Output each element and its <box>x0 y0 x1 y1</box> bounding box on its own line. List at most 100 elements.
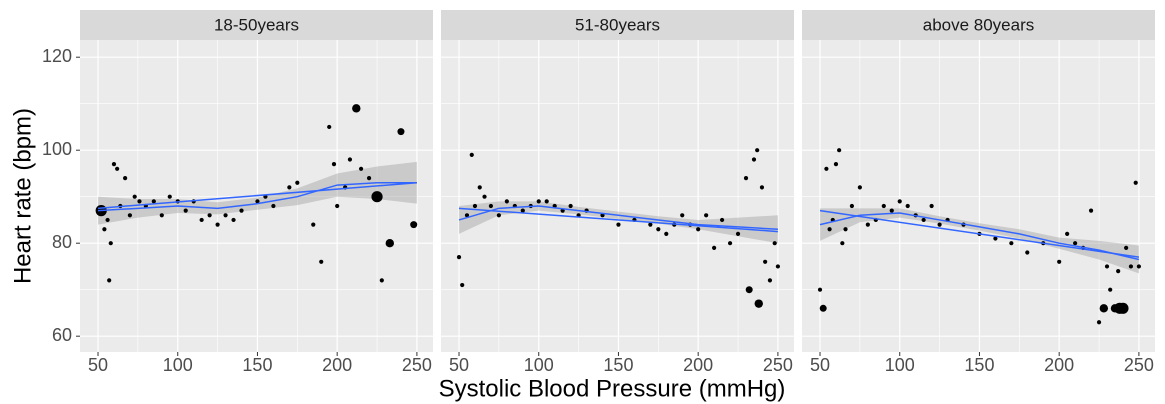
point <box>520 208 525 213</box>
point <box>199 217 204 223</box>
point <box>1116 268 1121 274</box>
point <box>159 213 164 218</box>
y-tick-label: 100 <box>42 139 72 159</box>
point <box>231 217 236 223</box>
y-axis-title: Heart rate (bpm) <box>9 108 36 284</box>
point <box>102 227 107 232</box>
point <box>929 203 934 209</box>
confidence-band <box>98 161 417 225</box>
x-tick-label: 150 <box>964 355 994 375</box>
point <box>727 241 733 246</box>
y-tick-label: 80 <box>52 232 72 252</box>
point <box>751 157 757 162</box>
point <box>327 124 332 130</box>
point <box>469 152 474 157</box>
x-tick-label: 50 <box>810 355 830 375</box>
point <box>397 128 405 136</box>
x-tick-label: 50 <box>88 355 108 375</box>
point <box>719 217 725 223</box>
x-tick-label: 200 <box>322 355 352 375</box>
point <box>616 222 621 227</box>
point <box>183 208 188 213</box>
point <box>664 231 669 236</box>
trend-line <box>458 207 778 233</box>
point <box>107 278 112 283</box>
point <box>358 166 364 171</box>
point <box>712 245 717 250</box>
point <box>921 217 926 223</box>
point <box>759 185 765 190</box>
point <box>696 227 701 232</box>
point <box>371 191 383 203</box>
strip-label: 51-80years <box>575 15 660 34</box>
point <box>772 241 777 246</box>
point <box>937 222 942 227</box>
point <box>319 259 324 264</box>
point <box>477 185 482 190</box>
x-tick-label: 50 <box>449 355 469 375</box>
point <box>108 241 113 246</box>
trend-line <box>819 212 1140 261</box>
point <box>105 217 110 223</box>
point <box>743 175 749 181</box>
point <box>680 213 685 218</box>
x-tick-label: 150 <box>242 355 272 375</box>
point <box>1065 231 1070 236</box>
point <box>347 157 353 162</box>
point <box>544 199 549 204</box>
x-tick-label: 250 <box>763 355 793 375</box>
point <box>111 162 117 167</box>
point <box>1088 208 1094 213</box>
point <box>843 227 848 232</box>
point <box>767 278 773 283</box>
point <box>568 203 573 209</box>
strip <box>802 10 1155 40</box>
point <box>115 166 120 171</box>
trend-line <box>97 181 417 212</box>
point <box>207 213 212 218</box>
point <box>704 213 709 218</box>
point <box>857 185 862 190</box>
point <box>536 199 541 204</box>
strip-label: 18-50years <box>214 15 299 34</box>
point <box>837 148 842 153</box>
point <box>817 287 823 292</box>
point <box>897 199 902 204</box>
point <box>1025 250 1030 255</box>
x-tick-label: 100 <box>524 355 554 375</box>
trend-line <box>819 209 1140 258</box>
point <box>775 264 780 269</box>
point <box>366 175 372 181</box>
point <box>840 241 845 246</box>
point <box>827 227 832 232</box>
x-tick-label: 150 <box>603 355 633 375</box>
panel-background <box>802 40 1155 352</box>
x-tick-label: 200 <box>683 355 713 375</box>
point <box>833 162 839 167</box>
point <box>735 231 741 236</box>
point <box>496 213 501 218</box>
point <box>755 148 760 153</box>
x-tick-label: 250 <box>402 355 432 375</box>
y-tick-label: 120 <box>42 46 72 66</box>
point <box>287 185 292 190</box>
point <box>311 222 316 227</box>
strip <box>80 10 433 40</box>
point <box>745 286 753 294</box>
point <box>648 222 653 227</box>
point <box>1073 241 1078 246</box>
point <box>1133 180 1138 185</box>
x-tick-label: 200 <box>1044 355 1074 375</box>
point <box>379 278 384 283</box>
point <box>295 180 300 185</box>
point <box>1128 264 1134 269</box>
point <box>464 213 470 218</box>
point <box>271 203 276 209</box>
point <box>849 203 855 209</box>
trend-line <box>97 182 417 210</box>
point <box>819 304 827 312</box>
point <box>127 213 133 218</box>
point <box>132 194 137 199</box>
